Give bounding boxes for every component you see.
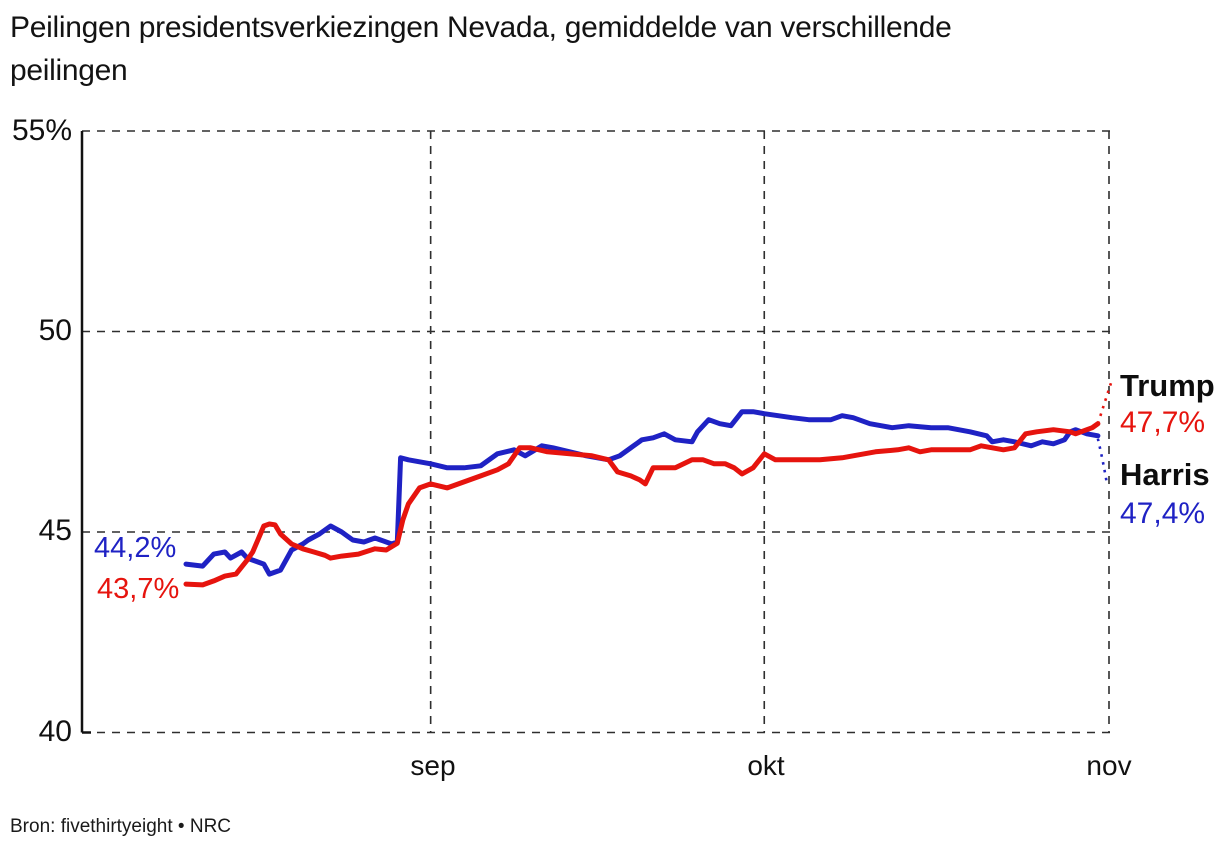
chart-title-line1: Peilingen presidentsverkiezingen Nevada,… [10,11,952,44]
harris-label-leader [1096,438,1109,485]
y-tick-40: 40 [38,715,72,748]
series-line-trump [183,421,1101,588]
harris-end-name: Harris [1120,457,1210,492]
x-tick-sep: sep [410,750,456,781]
chart-title: Peilingen presidentsverkiezingen Nevada,… [10,6,1170,92]
x-tick-nov: nov [1086,750,1132,781]
trump-end-name: Trump [1120,368,1215,403]
y-tick-55: 55% [11,114,72,147]
source-note: Bron: fivethirtyeight • NRC [10,816,232,837]
x-tick-okt: okt [747,750,785,781]
harris-end-value: 47,4% [1120,497,1206,530]
chart-title-line2: peilingen [10,54,128,87]
y-tick-45: 45 [38,514,72,547]
y-tick-50: 50 [38,314,72,347]
series-line-harris [183,409,1101,577]
harris-start-label: 44,2% [94,532,177,564]
trump-start-label: 43,7% [97,573,180,605]
trump-end-value: 47,7% [1120,406,1206,439]
